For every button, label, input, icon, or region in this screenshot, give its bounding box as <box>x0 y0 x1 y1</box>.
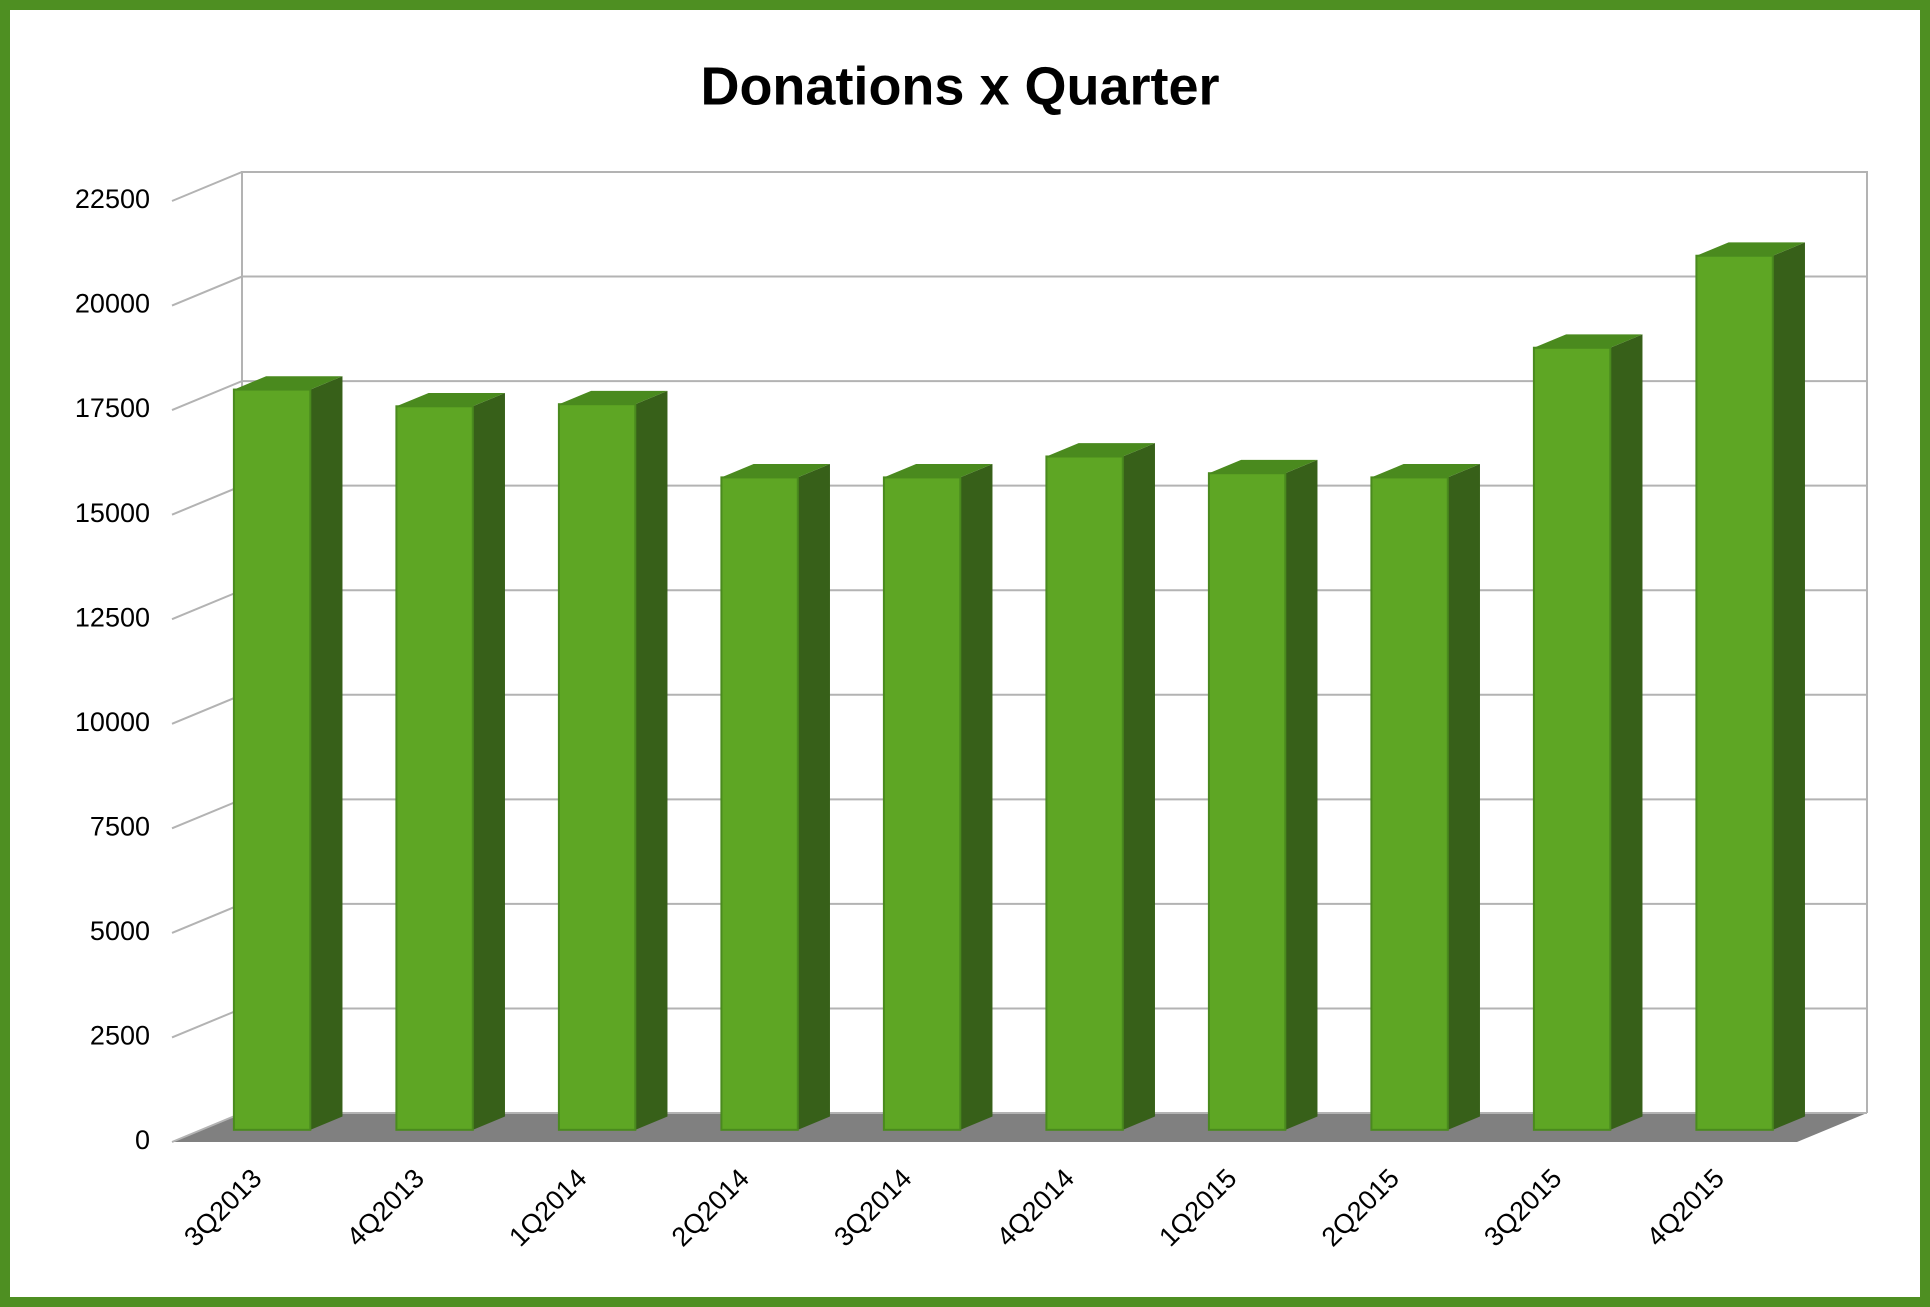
bar-side <box>472 392 505 1130</box>
bar <box>232 388 312 1131</box>
bar-top <box>558 390 668 405</box>
bar-top <box>1533 334 1643 348</box>
bar <box>1370 476 1449 1131</box>
bar-side <box>1447 464 1480 1130</box>
bar-top <box>1208 459 1318 474</box>
y-tick-label: 5000 <box>90 916 150 946</box>
bar-side <box>1285 459 1318 1130</box>
bar <box>882 476 962 1131</box>
y-tick-label: 2500 <box>90 1021 150 1051</box>
bar-side <box>1772 242 1805 1130</box>
bar-side <box>1122 443 1155 1130</box>
bar-top <box>396 392 505 407</box>
bar-side <box>1610 334 1643 1130</box>
bar-top <box>1046 443 1155 457</box>
bar <box>1045 455 1124 1131</box>
y-tick-label: 20000 <box>75 289 150 319</box>
y-tick-label: 0 <box>135 1125 150 1155</box>
bar <box>720 476 799 1131</box>
bar-top <box>1371 464 1480 478</box>
grid-line <box>171 275 1867 307</box>
bar-top <box>883 464 993 478</box>
y-tick-label: 12500 <box>75 602 150 632</box>
bar <box>395 405 474 1131</box>
bar-side <box>797 464 830 1130</box>
bar <box>1532 346 1612 1131</box>
y-tick-label: 7500 <box>90 811 150 841</box>
bar-side <box>635 390 668 1130</box>
bar-top <box>721 464 830 478</box>
chart-title: Donations x Quarter <box>700 56 1219 116</box>
grid-line <box>171 380 1867 412</box>
bar-top <box>1696 242 1805 256</box>
bar <box>1695 254 1774 1131</box>
y-tick-label: 10000 <box>75 707 150 737</box>
y-tick-label: 17500 <box>75 393 150 423</box>
bar-top <box>233 376 343 390</box>
bar <box>1207 472 1287 1131</box>
y-tick-label: 15000 <box>75 498 150 528</box>
grid-line <box>171 171 1867 202</box>
y-tick-label: 22500 <box>75 184 150 214</box>
bar-side <box>310 376 343 1130</box>
bar <box>557 403 637 1131</box>
bar-side <box>960 464 993 1130</box>
